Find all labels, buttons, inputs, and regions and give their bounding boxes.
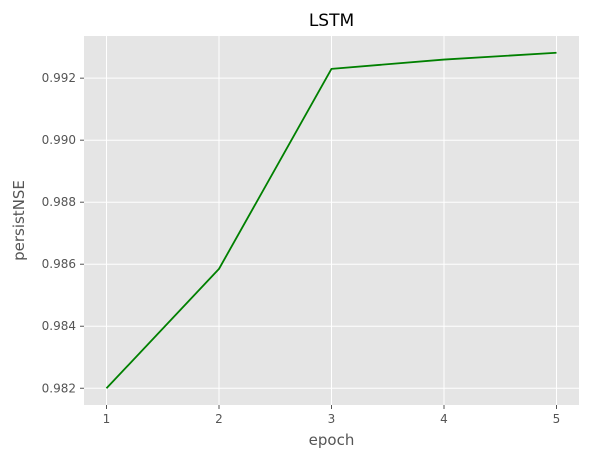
- chart-title: LSTM: [309, 11, 354, 31]
- y-tick-label: 0.982: [42, 381, 76, 395]
- axis-ticks: 1 2 3 4 5 0.982 0.984 0.986 0.988 0.990 0.992: [42, 71, 561, 426]
- y-axis-label: persistNSE: [10, 180, 28, 261]
- series-layer: [105, 51, 557, 389]
- y-tick-label: 0.988: [42, 195, 76, 209]
- y-tick-label: 0.986: [42, 257, 76, 271]
- y-tick-label: 0.992: [42, 71, 76, 85]
- x-tick-label: 1: [103, 412, 111, 426]
- x-tick-label: 5: [553, 412, 561, 426]
- x-axis-label: epoch: [309, 431, 355, 449]
- x-tick-label: 2: [215, 412, 223, 426]
- x-tick-label: 4: [440, 412, 448, 426]
- y-tick-label: 0.984: [42, 319, 76, 333]
- x-tick-label: 3: [328, 412, 336, 426]
- gridlines: [84, 36, 579, 405]
- y-tick-label: 0.990: [42, 133, 76, 147]
